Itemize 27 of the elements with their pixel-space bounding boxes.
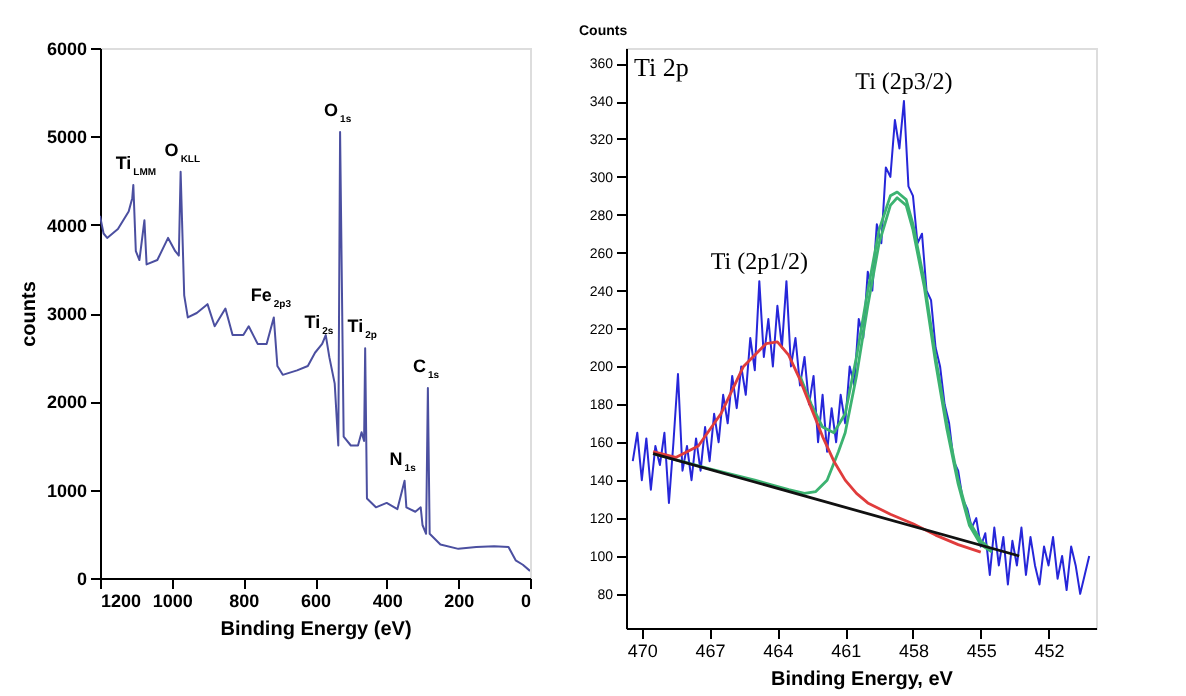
x-tick-label: 0 <box>520 591 531 611</box>
x-tick-label: 452 <box>1034 641 1065 661</box>
x-tick-label: 455 <box>966 641 997 661</box>
annotation: Ti 2p <box>634 52 689 82</box>
x-tick-label: 1200 <box>101 591 142 611</box>
y-tick-label: 4000 <box>46 215 87 236</box>
x-tick-label: 800 <box>229 591 260 611</box>
y-tick-label: 5000 <box>46 127 87 148</box>
annotation: Ti (2p1/2) <box>710 247 808 276</box>
x-tick-label: 600 <box>300 591 332 611</box>
y-axis-title: counts <box>18 280 41 347</box>
y-tick-label: 3000 <box>46 304 87 324</box>
x-tick-label: 464 <box>763 641 794 661</box>
x-axis-title: Binding Energy, eV <box>771 669 954 691</box>
x-tick-label: 458 <box>898 641 929 661</box>
x-tick-label: 461 <box>831 641 862 661</box>
x-tick-label: 400 <box>372 591 403 611</box>
x-tick-label: 200 <box>444 591 475 611</box>
y-tick-label: 6000 <box>46 39 87 59</box>
x-tick-label: 467 <box>695 641 726 661</box>
x-axis-title: Binding Energy (eV) <box>220 619 412 641</box>
x-tick-label: 470 <box>627 641 658 661</box>
x-tick-label: 1000 <box>152 591 193 611</box>
y-tick-label: 2000 <box>46 392 87 413</box>
annotation: Ti (2p3/2) <box>855 67 953 96</box>
y-tick-label: 1000 <box>46 480 87 501</box>
y-tick-label: 0 <box>76 569 87 589</box>
